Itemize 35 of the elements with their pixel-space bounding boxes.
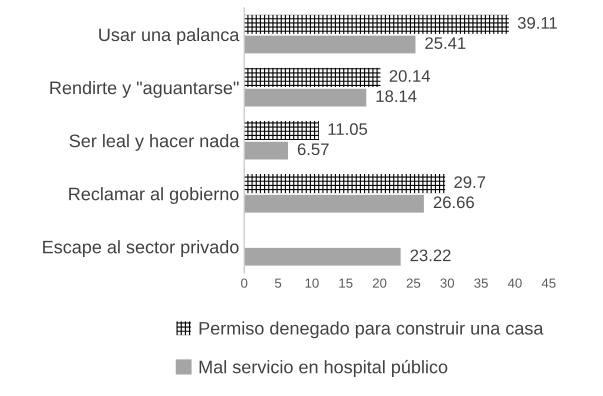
y-tick-label: Escape al sector privado [43,240,239,257]
bar [244,140,290,161]
bar [244,87,368,108]
bar [244,120,319,140]
legend-label: Mal servicio en hospital público [200,360,448,377]
x-tick-label: 5 [274,278,282,288]
y-tick-label: Ser leal y hacer nada [70,134,240,151]
data-label: 23.22 [410,249,451,262]
x-tick-label: 0 [241,278,248,288]
x-tick-label: 15 [339,278,353,288]
bar [244,68,380,87]
x-tick-label: 10 [306,278,319,288]
data-label: 20.14 [390,70,430,82]
y-tick-label: Rendirte y "aguantarse" [50,80,239,98]
data-label: 26.66 [434,196,474,208]
x-tick-label: 20 [372,278,386,288]
data-label: 18.14 [376,90,417,102]
bar [244,246,402,268]
x-tick-label: 40 [508,278,522,288]
x-tick-label: 45 [542,278,556,288]
x-tick-label: 30 [440,278,454,288]
bar [244,34,417,55]
x-tick-label: 35 [474,278,488,288]
y-tick-label: Usar una palanca [99,28,240,45]
bar [244,14,509,34]
legend-label: Permiso denegado para construir una casa [200,321,544,338]
x-tick-label: 25 [406,278,420,288]
data-label: 25.41 [425,37,466,50]
data-label: 29.7 [454,176,486,188]
bar [244,174,446,194]
bar [244,193,426,214]
data-label: 39.11 [518,17,557,29]
y-tick-label: Reclamar al gobierno [69,187,239,204]
data-label: 6.57 [298,143,329,156]
data-label: 11.05 [328,123,368,135]
